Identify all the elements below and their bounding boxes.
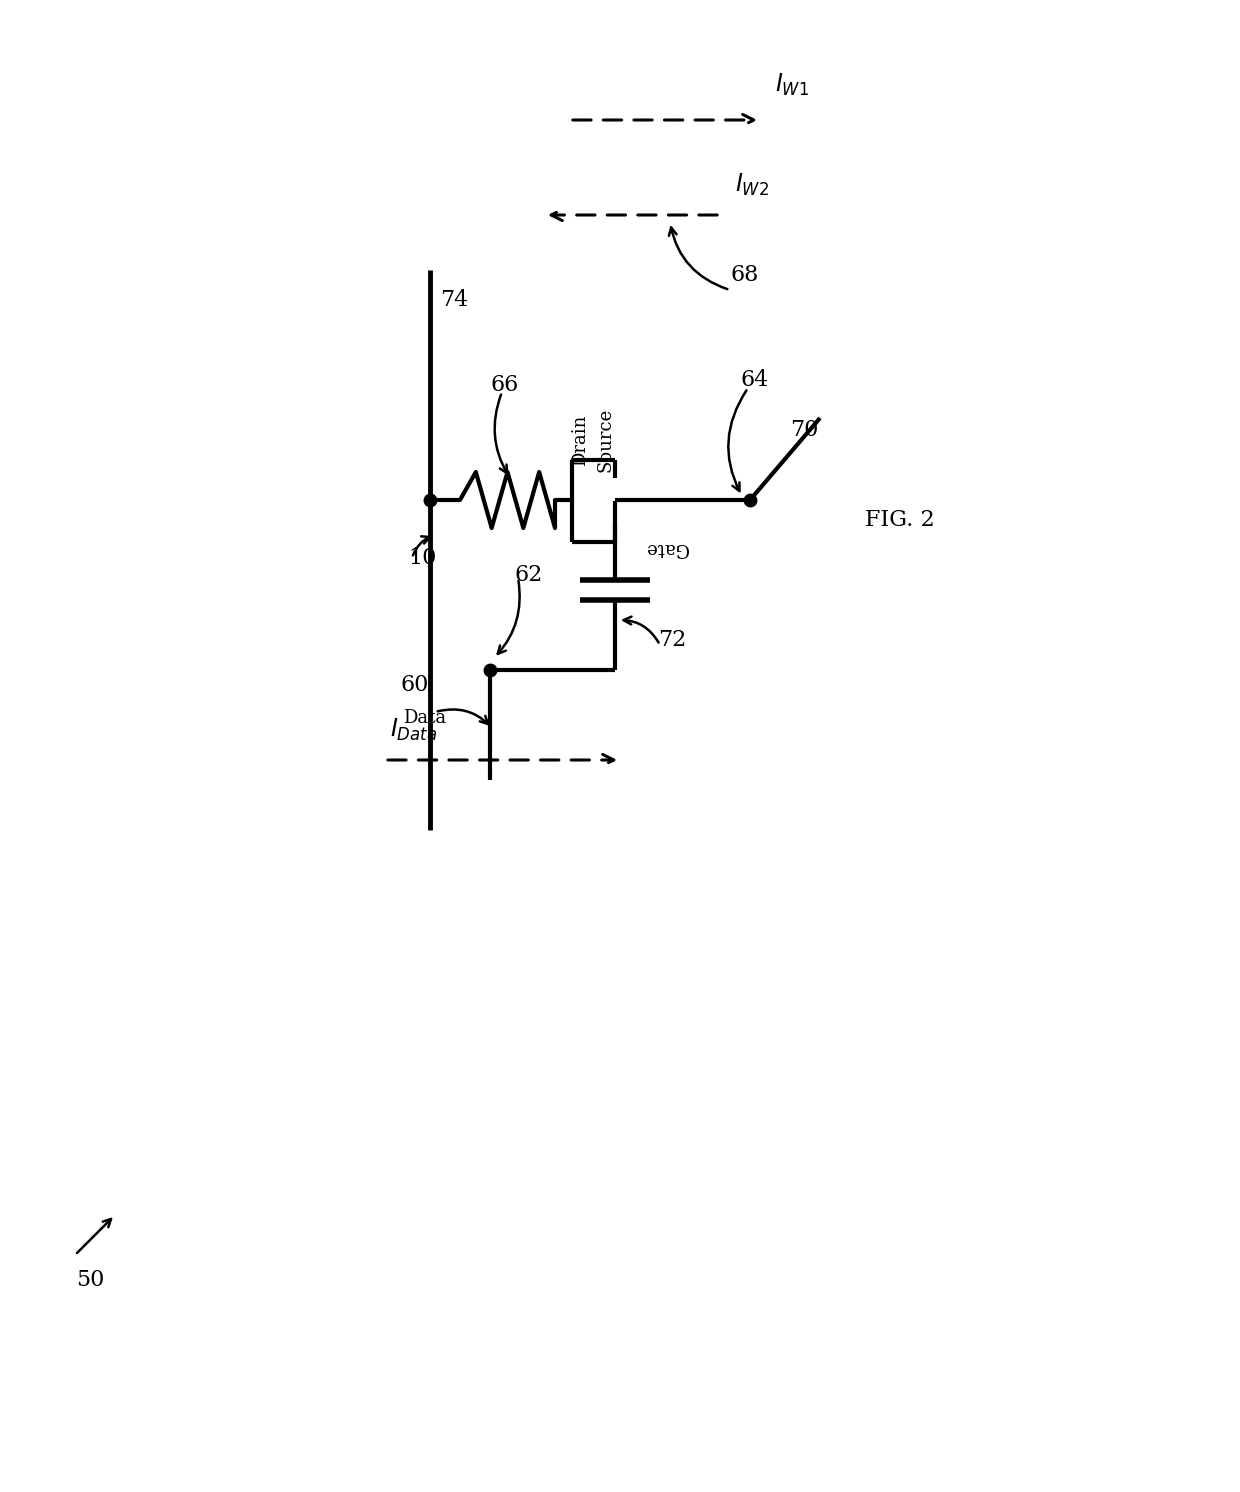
Text: 50: 50 bbox=[76, 1270, 104, 1291]
Text: Drain: Drain bbox=[570, 415, 589, 466]
Text: 66: 66 bbox=[490, 374, 518, 395]
Text: $I_{W1}$: $I_{W1}$ bbox=[775, 72, 810, 98]
Text: 74: 74 bbox=[440, 289, 469, 310]
Text: 10: 10 bbox=[408, 548, 436, 568]
Text: Gate: Gate bbox=[645, 539, 688, 557]
Text: FIG. 2: FIG. 2 bbox=[866, 509, 935, 531]
Text: 62: 62 bbox=[515, 564, 543, 586]
Text: 64: 64 bbox=[740, 369, 769, 391]
Text: 68: 68 bbox=[730, 264, 759, 286]
Text: 72: 72 bbox=[658, 630, 686, 651]
Text: $I_{W2}$: $I_{W2}$ bbox=[735, 172, 769, 198]
Text: 70: 70 bbox=[790, 419, 818, 442]
Text: $I_{Data}$: $I_{Data}$ bbox=[391, 716, 438, 743]
Text: Source: Source bbox=[596, 407, 614, 471]
Text: 60: 60 bbox=[401, 674, 428, 695]
Text: Data: Data bbox=[403, 709, 446, 727]
